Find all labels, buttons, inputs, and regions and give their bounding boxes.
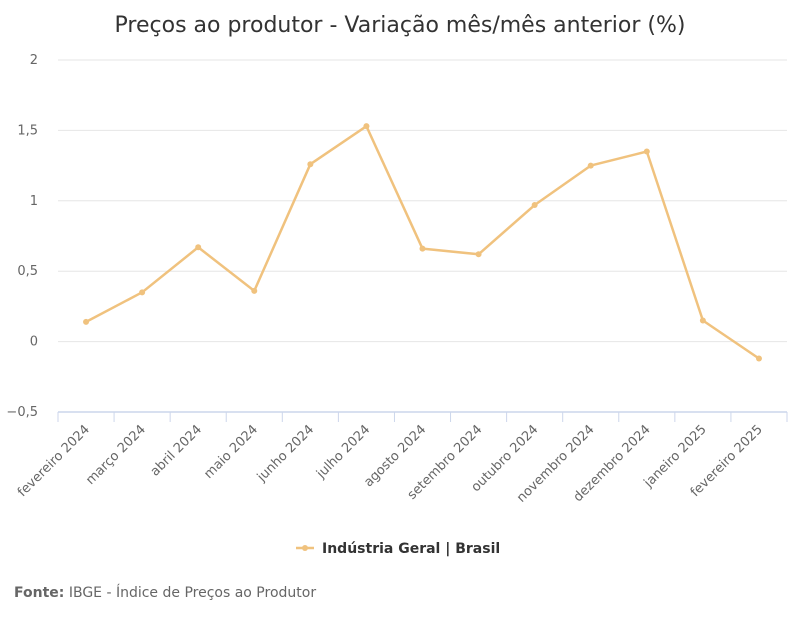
source-note: Fonte: IBGE - Índice de Preços ao Produt… xyxy=(14,585,316,601)
data-point[interactable] xyxy=(755,355,762,362)
y-tick-label: 2 xyxy=(30,53,38,68)
x-tick-label: junho 2024 xyxy=(254,422,317,485)
data-point[interactable] xyxy=(475,251,482,258)
data-point[interactable] xyxy=(139,289,146,296)
data-point[interactable] xyxy=(251,287,258,294)
y-tick-label: 1 xyxy=(30,194,38,209)
data-point[interactable] xyxy=(419,245,426,252)
y-axis: −0,5 0 0,5 1 1,5 2 xyxy=(6,53,38,420)
source-label: Fonte: xyxy=(14,585,65,601)
x-tick-label: abril 2024 xyxy=(148,422,205,479)
series-line xyxy=(84,124,761,360)
x-tick-label: maio 2024 xyxy=(201,422,261,482)
series-layer xyxy=(83,123,762,362)
y-tick-label: 1,5 xyxy=(17,123,38,138)
data-point[interactable] xyxy=(699,317,706,324)
y-tick-label: −0,5 xyxy=(6,405,38,420)
chart-title: Preços ao produtor - Variação mês/mês an… xyxy=(115,13,686,38)
x-tick-label: março 2024 xyxy=(83,422,149,488)
grid xyxy=(58,59,787,343)
data-point[interactable] xyxy=(363,123,370,130)
data-point[interactable] xyxy=(195,244,202,251)
data-point[interactable] xyxy=(83,318,90,325)
y-tick-label: 0,5 xyxy=(17,264,38,279)
source-text: IBGE - Índice de Preços ao Produtor xyxy=(64,585,317,601)
legend-swatch-marker xyxy=(302,545,308,551)
legend[interactable]: Indústria Geral | Brasil xyxy=(296,541,500,557)
data-point[interactable] xyxy=(307,161,314,168)
data-point[interactable] xyxy=(531,202,538,209)
legend-label[interactable]: Indústria Geral | Brasil xyxy=(322,541,500,557)
data-point[interactable] xyxy=(643,148,650,155)
x-tick-label: fevereiro 2024 xyxy=(15,422,93,500)
data-point[interactable] xyxy=(587,162,594,169)
x-tick-label: julho 2024 xyxy=(313,422,373,482)
y-tick-label: 0 xyxy=(30,335,38,350)
